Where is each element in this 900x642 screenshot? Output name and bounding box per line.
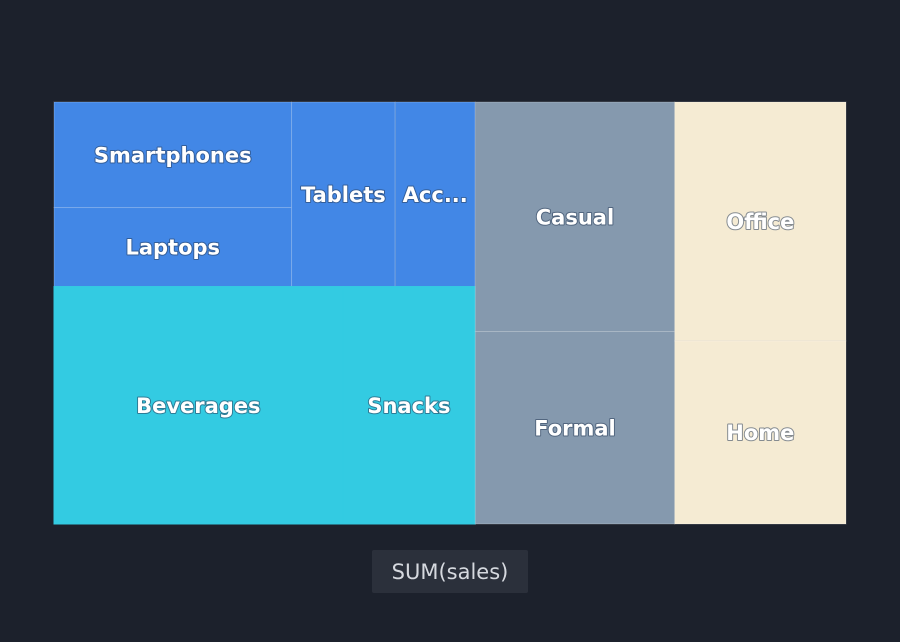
treemap-label-acc: Acc... <box>403 183 468 207</box>
treemap-label-formal: Formal <box>534 416 616 440</box>
treemap-label-office: Office <box>726 210 794 234</box>
treemap-cell-tablets[interactable] <box>291 101 396 288</box>
treemap-label-tablets: Tablets <box>301 183 386 207</box>
treemap-cell-formal[interactable] <box>474 331 676 525</box>
measure-label[interactable]: SUM(sales) <box>372 550 528 593</box>
treemap-label-smartphones: Smartphones <box>94 143 252 167</box>
treemap-cell-casual[interactable] <box>474 101 676 333</box>
treemap-label-beverages: Beverages <box>136 394 260 418</box>
treemap-label-laptops: Laptops <box>125 236 220 260</box>
treemap-cell-smartphones[interactable] <box>53 101 293 209</box>
treemap-label-snacks: Snacks <box>367 394 450 418</box>
treemap-cell-home[interactable] <box>674 340 847 525</box>
treemap-cell-laptops[interactable] <box>53 207 293 288</box>
treemap-cell-beverages[interactable] <box>53 286 344 525</box>
treemap-label-home: Home <box>726 421 794 445</box>
treemap-label-casual: Casual <box>536 205 614 229</box>
treemap-cell-acc[interactable] <box>394 101 476 288</box>
treemap-cell-snacks[interactable] <box>342 286 476 525</box>
